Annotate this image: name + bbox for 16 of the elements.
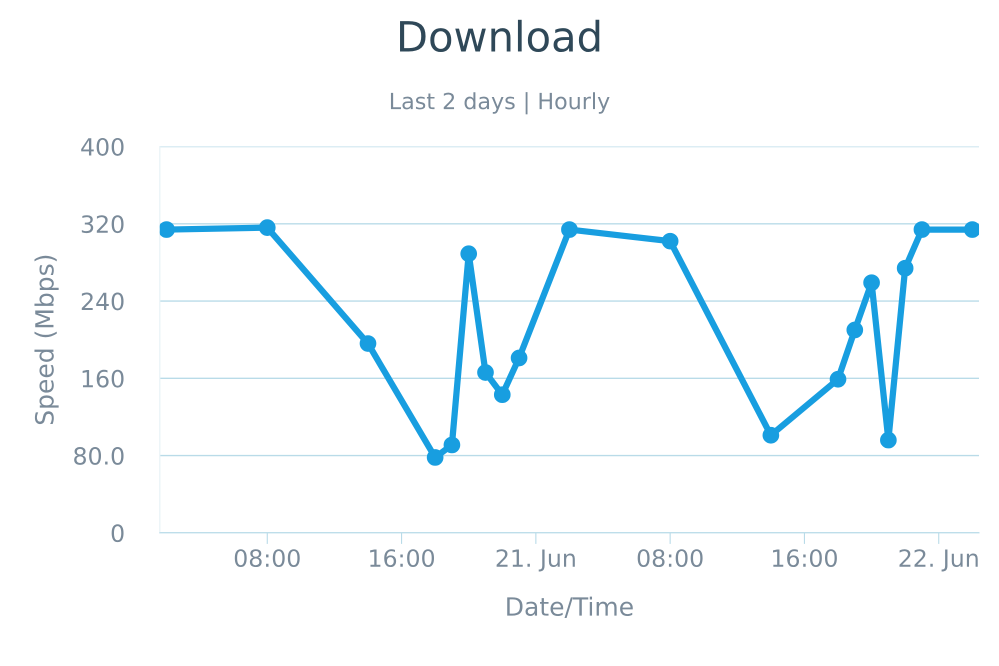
y-tick-label: 160 (82, 370, 124, 388)
y-tick-label: 320 (82, 215, 124, 234)
y-tick-label: 0 (112, 524, 124, 542)
y-tick-label: 400 (81, 138, 124, 156)
y-tick-label: 80.0 (74, 446, 124, 465)
x-tick-label: 08:00 (234, 549, 300, 568)
x-tick-label: 08:00 (638, 549, 703, 568)
x-tick-label: 16:00 (773, 549, 837, 568)
chart-subtitle: Last 2 days | Hourly (390, 92, 610, 114)
x-tick-label: 21. Jun (496, 549, 575, 572)
x-tick-label: 16:00 (370, 549, 434, 568)
y-axis-title: Speed (Mbps) (34, 256, 59, 424)
x-axis-title: Date/Time (507, 596, 633, 618)
x-tick-label: 22. Jun (899, 549, 978, 572)
chart-title: Download (400, 20, 600, 52)
y-tick-label: 240 (82, 292, 124, 310)
